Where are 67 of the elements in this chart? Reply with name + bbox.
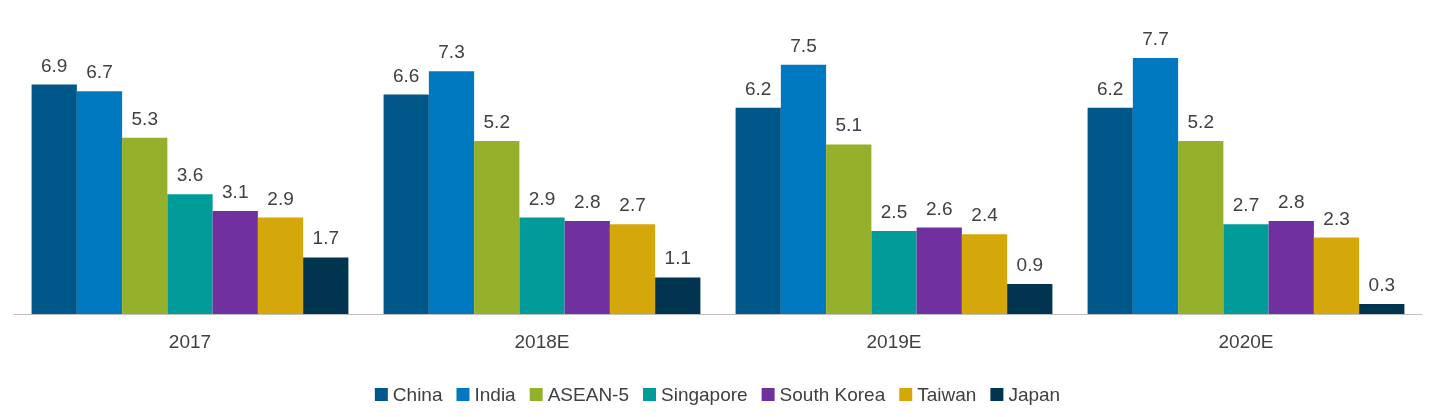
bar bbox=[1359, 304, 1405, 314]
data-label: 6.2 bbox=[1097, 77, 1124, 99]
bar bbox=[1268, 220, 1314, 314]
data-label: 2.3 bbox=[1323, 207, 1350, 229]
bar bbox=[303, 257, 349, 314]
bar bbox=[780, 64, 827, 314]
data-label: 7.5 bbox=[790, 34, 817, 56]
x-tick-label: 2018E bbox=[514, 331, 570, 352]
bar bbox=[961, 234, 1008, 314]
legend-label: Taiwan bbox=[917, 384, 977, 405]
data-label: 3.6 bbox=[176, 164, 204, 186]
bar bbox=[428, 71, 475, 314]
bar bbox=[1313, 237, 1360, 314]
data-label: 6.6 bbox=[393, 64, 420, 86]
bar bbox=[826, 144, 872, 314]
data-label: 5.2 bbox=[1187, 111, 1214, 133]
bar bbox=[1007, 284, 1053, 314]
data-label: 0.9 bbox=[1016, 254, 1043, 276]
legend-label: ASEAN-5 bbox=[547, 384, 629, 405]
data-label: 2.6 bbox=[926, 197, 953, 219]
data-label: 2.9 bbox=[528, 187, 556, 209]
data-label: 7.7 bbox=[1142, 27, 1169, 49]
legend-label: Singapore bbox=[660, 384, 748, 405]
bar bbox=[1178, 141, 1224, 314]
data-label: 6.9 bbox=[41, 54, 68, 76]
legend-label: India bbox=[474, 384, 517, 405]
bar bbox=[474, 141, 520, 314]
data-label: 2.8 bbox=[574, 190, 601, 212]
bar bbox=[564, 220, 610, 314]
legend-label: China bbox=[392, 384, 443, 405]
bar bbox=[1223, 224, 1269, 314]
bar bbox=[735, 107, 781, 314]
bar bbox=[31, 84, 77, 314]
bar bbox=[122, 137, 168, 314]
data-label: 2.9 bbox=[267, 187, 294, 209]
bar bbox=[1132, 57, 1179, 314]
bar bbox=[609, 224, 656, 314]
x-tick-label: 2020E bbox=[1218, 331, 1274, 352]
bar bbox=[655, 277, 701, 314]
bar bbox=[916, 227, 962, 314]
data-label: 5.2 bbox=[483, 111, 510, 133]
x-tick-label: 2019E bbox=[866, 331, 922, 352]
bar bbox=[1087, 107, 1133, 314]
bar bbox=[167, 194, 213, 314]
data-label: 2.4 bbox=[971, 204, 999, 226]
bar bbox=[871, 230, 917, 314]
data-label: 3.1 bbox=[222, 180, 249, 202]
legend-label: Japan bbox=[1008, 384, 1061, 405]
data-label: 6.7 bbox=[86, 61, 113, 83]
bar bbox=[383, 94, 429, 314]
data-label: 5.1 bbox=[835, 114, 862, 136]
data-label: 6.2 bbox=[745, 77, 772, 99]
legend-label: South Korea bbox=[779, 384, 886, 405]
data-label: 2.7 bbox=[619, 194, 646, 216]
bar bbox=[519, 217, 565, 314]
x-tick-label: 2017 bbox=[168, 331, 212, 352]
data-label: 7.3 bbox=[438, 41, 465, 63]
bar bbox=[212, 210, 258, 314]
data-label: 1.1 bbox=[664, 247, 691, 269]
data-label: 2.5 bbox=[880, 200, 908, 222]
bar bbox=[76, 91, 123, 314]
data-label: 2.8 bbox=[1278, 190, 1305, 212]
bar bbox=[257, 217, 304, 314]
data-label: 0.3 bbox=[1368, 274, 1395, 296]
data-label: 2.7 bbox=[1232, 194, 1260, 216]
data-label: 5.3 bbox=[131, 107, 158, 129]
data-label: 1.7 bbox=[312, 227, 339, 249]
